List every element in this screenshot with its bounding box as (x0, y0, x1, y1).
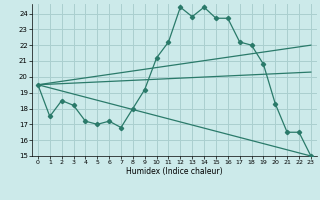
X-axis label: Humidex (Indice chaleur): Humidex (Indice chaleur) (126, 167, 223, 176)
